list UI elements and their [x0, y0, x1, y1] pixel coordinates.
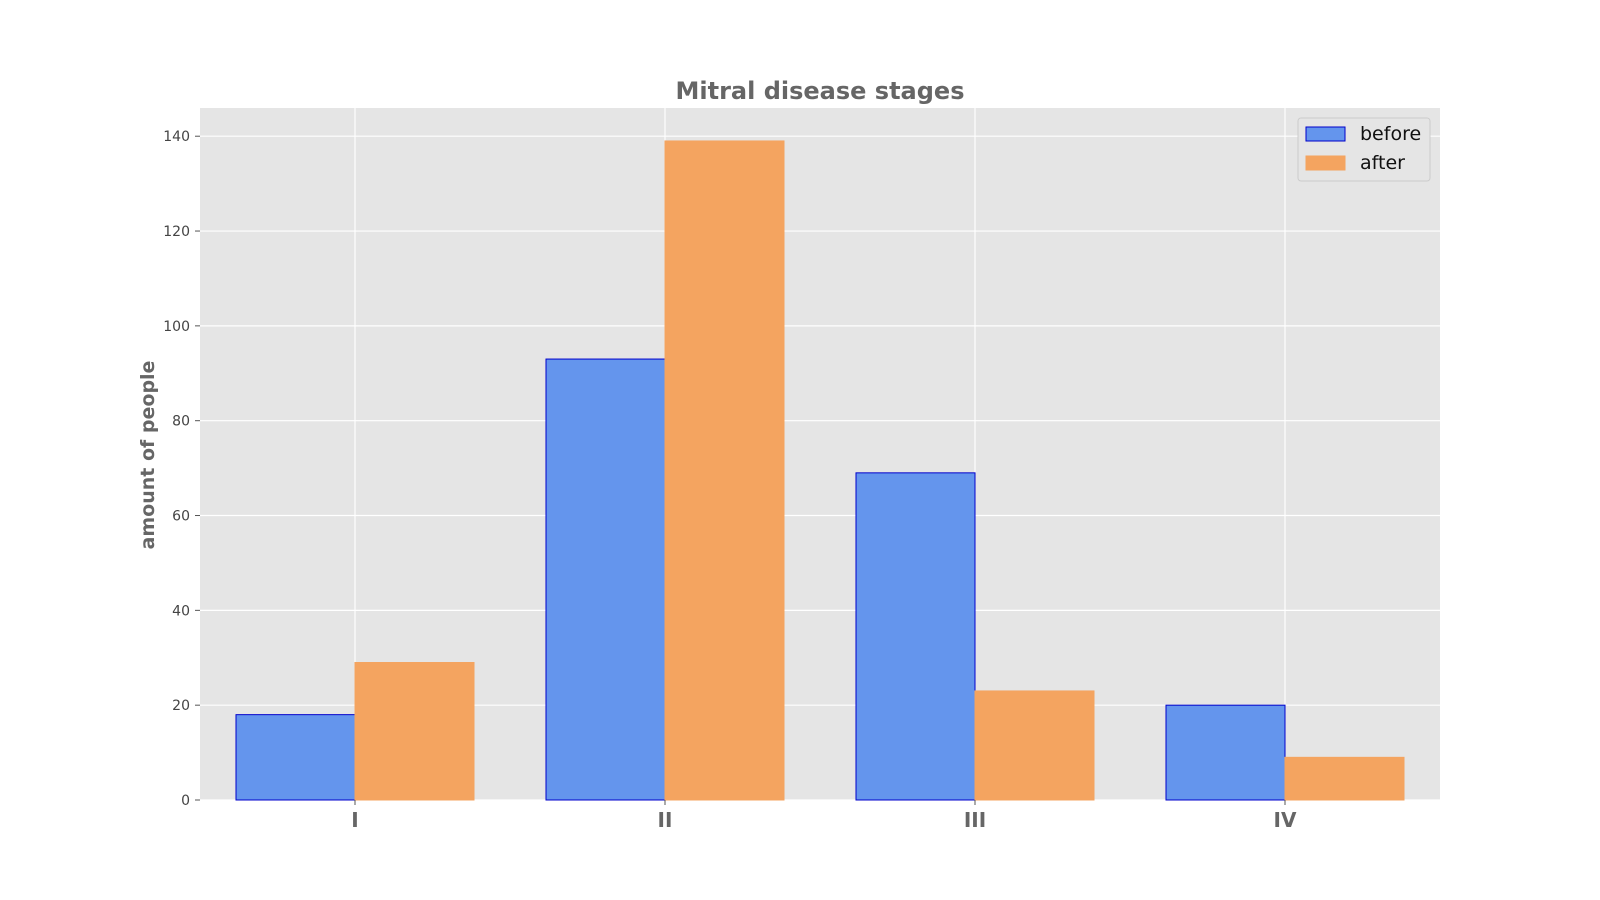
y-axis-label: amount of people	[137, 361, 159, 550]
legend-swatch-before	[1305, 126, 1346, 142]
x-tick-label: II	[658, 808, 673, 832]
bar-after-IV	[1284, 756, 1405, 801]
x-tick-label: I	[351, 808, 358, 832]
legend-label-after: after	[1360, 152, 1405, 174]
y-tick-label: 80	[172, 414, 190, 430]
x-tick-label: IV	[1274, 808, 1297, 832]
bar-after-II	[664, 140, 785, 801]
y-tick-label: 140	[163, 129, 190, 145]
y-tick-label: 20	[172, 698, 190, 714]
bar-after-III	[974, 690, 1095, 801]
chart-title: Mitral disease stages	[676, 77, 965, 105]
y-tick-label: 100	[163, 319, 190, 335]
y-tick-label: 40	[172, 603, 190, 619]
bar-before-IV	[1165, 704, 1286, 801]
bar-before-I	[235, 714, 356, 801]
y-axis-ticks: 0 20 40 60 80 100 120 140	[163, 129, 200, 809]
y-tick-label: 60	[172, 509, 190, 525]
bar-before-II	[545, 358, 666, 801]
legend: before after	[1297, 117, 1431, 182]
x-tick-label: III	[964, 808, 986, 832]
y-tick-label: 120	[163, 224, 190, 240]
y-tick-label: 0	[181, 793, 190, 809]
bars	[235, 140, 1405, 801]
bar-after-I	[354, 662, 475, 801]
legend-label-before: before	[1360, 123, 1421, 145]
legend-swatch-after	[1305, 155, 1346, 171]
x-axis-ticks: I II III IV	[351, 800, 1297, 832]
bar-before-III	[855, 472, 976, 801]
